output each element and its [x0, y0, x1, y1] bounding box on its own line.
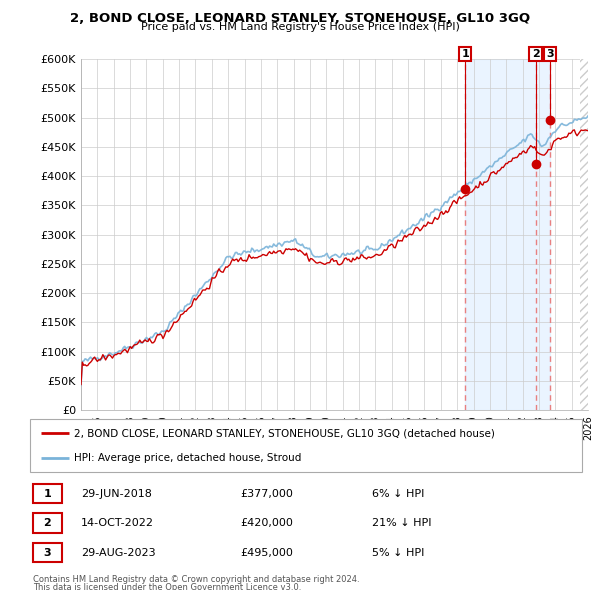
Text: 5% ↓ HPI: 5% ↓ HPI [372, 548, 424, 558]
Text: 1: 1 [461, 49, 469, 59]
Text: 21% ↓ HPI: 21% ↓ HPI [372, 519, 431, 528]
Text: £420,000: £420,000 [240, 519, 293, 528]
Text: £495,000: £495,000 [240, 548, 293, 558]
Text: 2: 2 [44, 518, 51, 528]
Text: Price paid vs. HM Land Registry's House Price Index (HPI): Price paid vs. HM Land Registry's House … [140, 22, 460, 32]
Text: HPI: Average price, detached house, Stroud: HPI: Average price, detached house, Stro… [74, 453, 302, 463]
Text: 29-JUN-2018: 29-JUN-2018 [81, 489, 152, 499]
Text: 6% ↓ HPI: 6% ↓ HPI [372, 489, 424, 499]
Bar [580, 59, 596, 410]
Text: This data is licensed under the Open Government Licence v3.0.: This data is licensed under the Open Gov… [33, 583, 301, 590]
FancyBboxPatch shape [33, 484, 62, 503]
Text: 2, BOND CLOSE, LEONARD STANLEY, STONEHOUSE, GL10 3GQ: 2, BOND CLOSE, LEONARD STANLEY, STONEHOU… [70, 12, 530, 25]
Text: 2, BOND CLOSE, LEONARD STANLEY, STONEHOUSE, GL10 3GQ (detached house): 2, BOND CLOSE, LEONARD STANLEY, STONEHOU… [74, 428, 495, 438]
Text: £377,000: £377,000 [240, 489, 293, 499]
Text: 1: 1 [44, 489, 51, 499]
Text: 29-AUG-2023: 29-AUG-2023 [81, 548, 155, 558]
Text: Contains HM Land Registry data © Crown copyright and database right 2024.: Contains HM Land Registry data © Crown c… [33, 575, 359, 584]
FancyBboxPatch shape [33, 513, 62, 533]
Text: 3: 3 [44, 548, 51, 558]
Text: 2: 2 [532, 49, 539, 59]
Text: 3: 3 [546, 49, 554, 59]
FancyBboxPatch shape [30, 419, 582, 472]
FancyBboxPatch shape [33, 543, 62, 562]
Bar [466, 59, 550, 410]
Text: 14-OCT-2022: 14-OCT-2022 [81, 519, 154, 528]
